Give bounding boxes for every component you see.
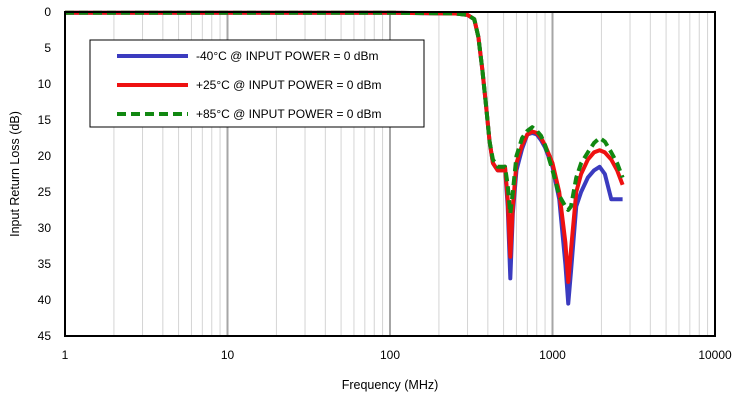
- legend: -40°C @ INPUT POWER = 0 dBm +25°C @ INPUT…: [89, 39, 425, 128]
- y-tick-label: 40: [38, 293, 52, 307]
- x-tick-label: 1: [62, 348, 69, 362]
- legend-label: +85°C @ INPUT POWER = 0 dBm: [196, 107, 381, 121]
- y-tick-label: 35: [38, 257, 52, 271]
- x-tick-label: 1000: [539, 348, 566, 362]
- y-tick-label: 0: [44, 5, 51, 19]
- y-tick-label: 5: [44, 41, 51, 55]
- x-tick-label: 10: [221, 348, 235, 362]
- y-tick-label: 15: [38, 113, 52, 127]
- x-tick-label: 10000: [698, 348, 732, 362]
- x-axis-title: Frequency (MHz): [342, 378, 439, 392]
- legend-label: +25°C @ INPUT POWER = 0 dBm: [196, 78, 381, 92]
- y-tick-label: 45: [38, 329, 52, 343]
- plot-area-border: [64, 11, 716, 337]
- series-line: [65, 10, 625, 216]
- y-tick-label: 30: [38, 221, 52, 235]
- tick-labels: 1 10 100 1000 10000 0 5 10 15 20 25 30 35 40 45: [38, 5, 732, 362]
- legend-label: -40°C @ INPUT POWER = 0 dBm: [196, 49, 378, 63]
- x-tick-label: 100: [380, 348, 400, 362]
- y-tick-label: 25: [38, 185, 52, 199]
- series-lines: [65, 10, 625, 306]
- y-axis-title: Input Return Loss (dB): [8, 111, 22, 237]
- y-tick-label: 20: [38, 149, 52, 163]
- y-tick-label: 10: [38, 77, 52, 91]
